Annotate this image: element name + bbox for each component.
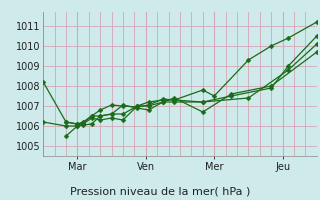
Text: Pression niveau de la mer( hPa ): Pression niveau de la mer( hPa ) <box>70 186 250 196</box>
